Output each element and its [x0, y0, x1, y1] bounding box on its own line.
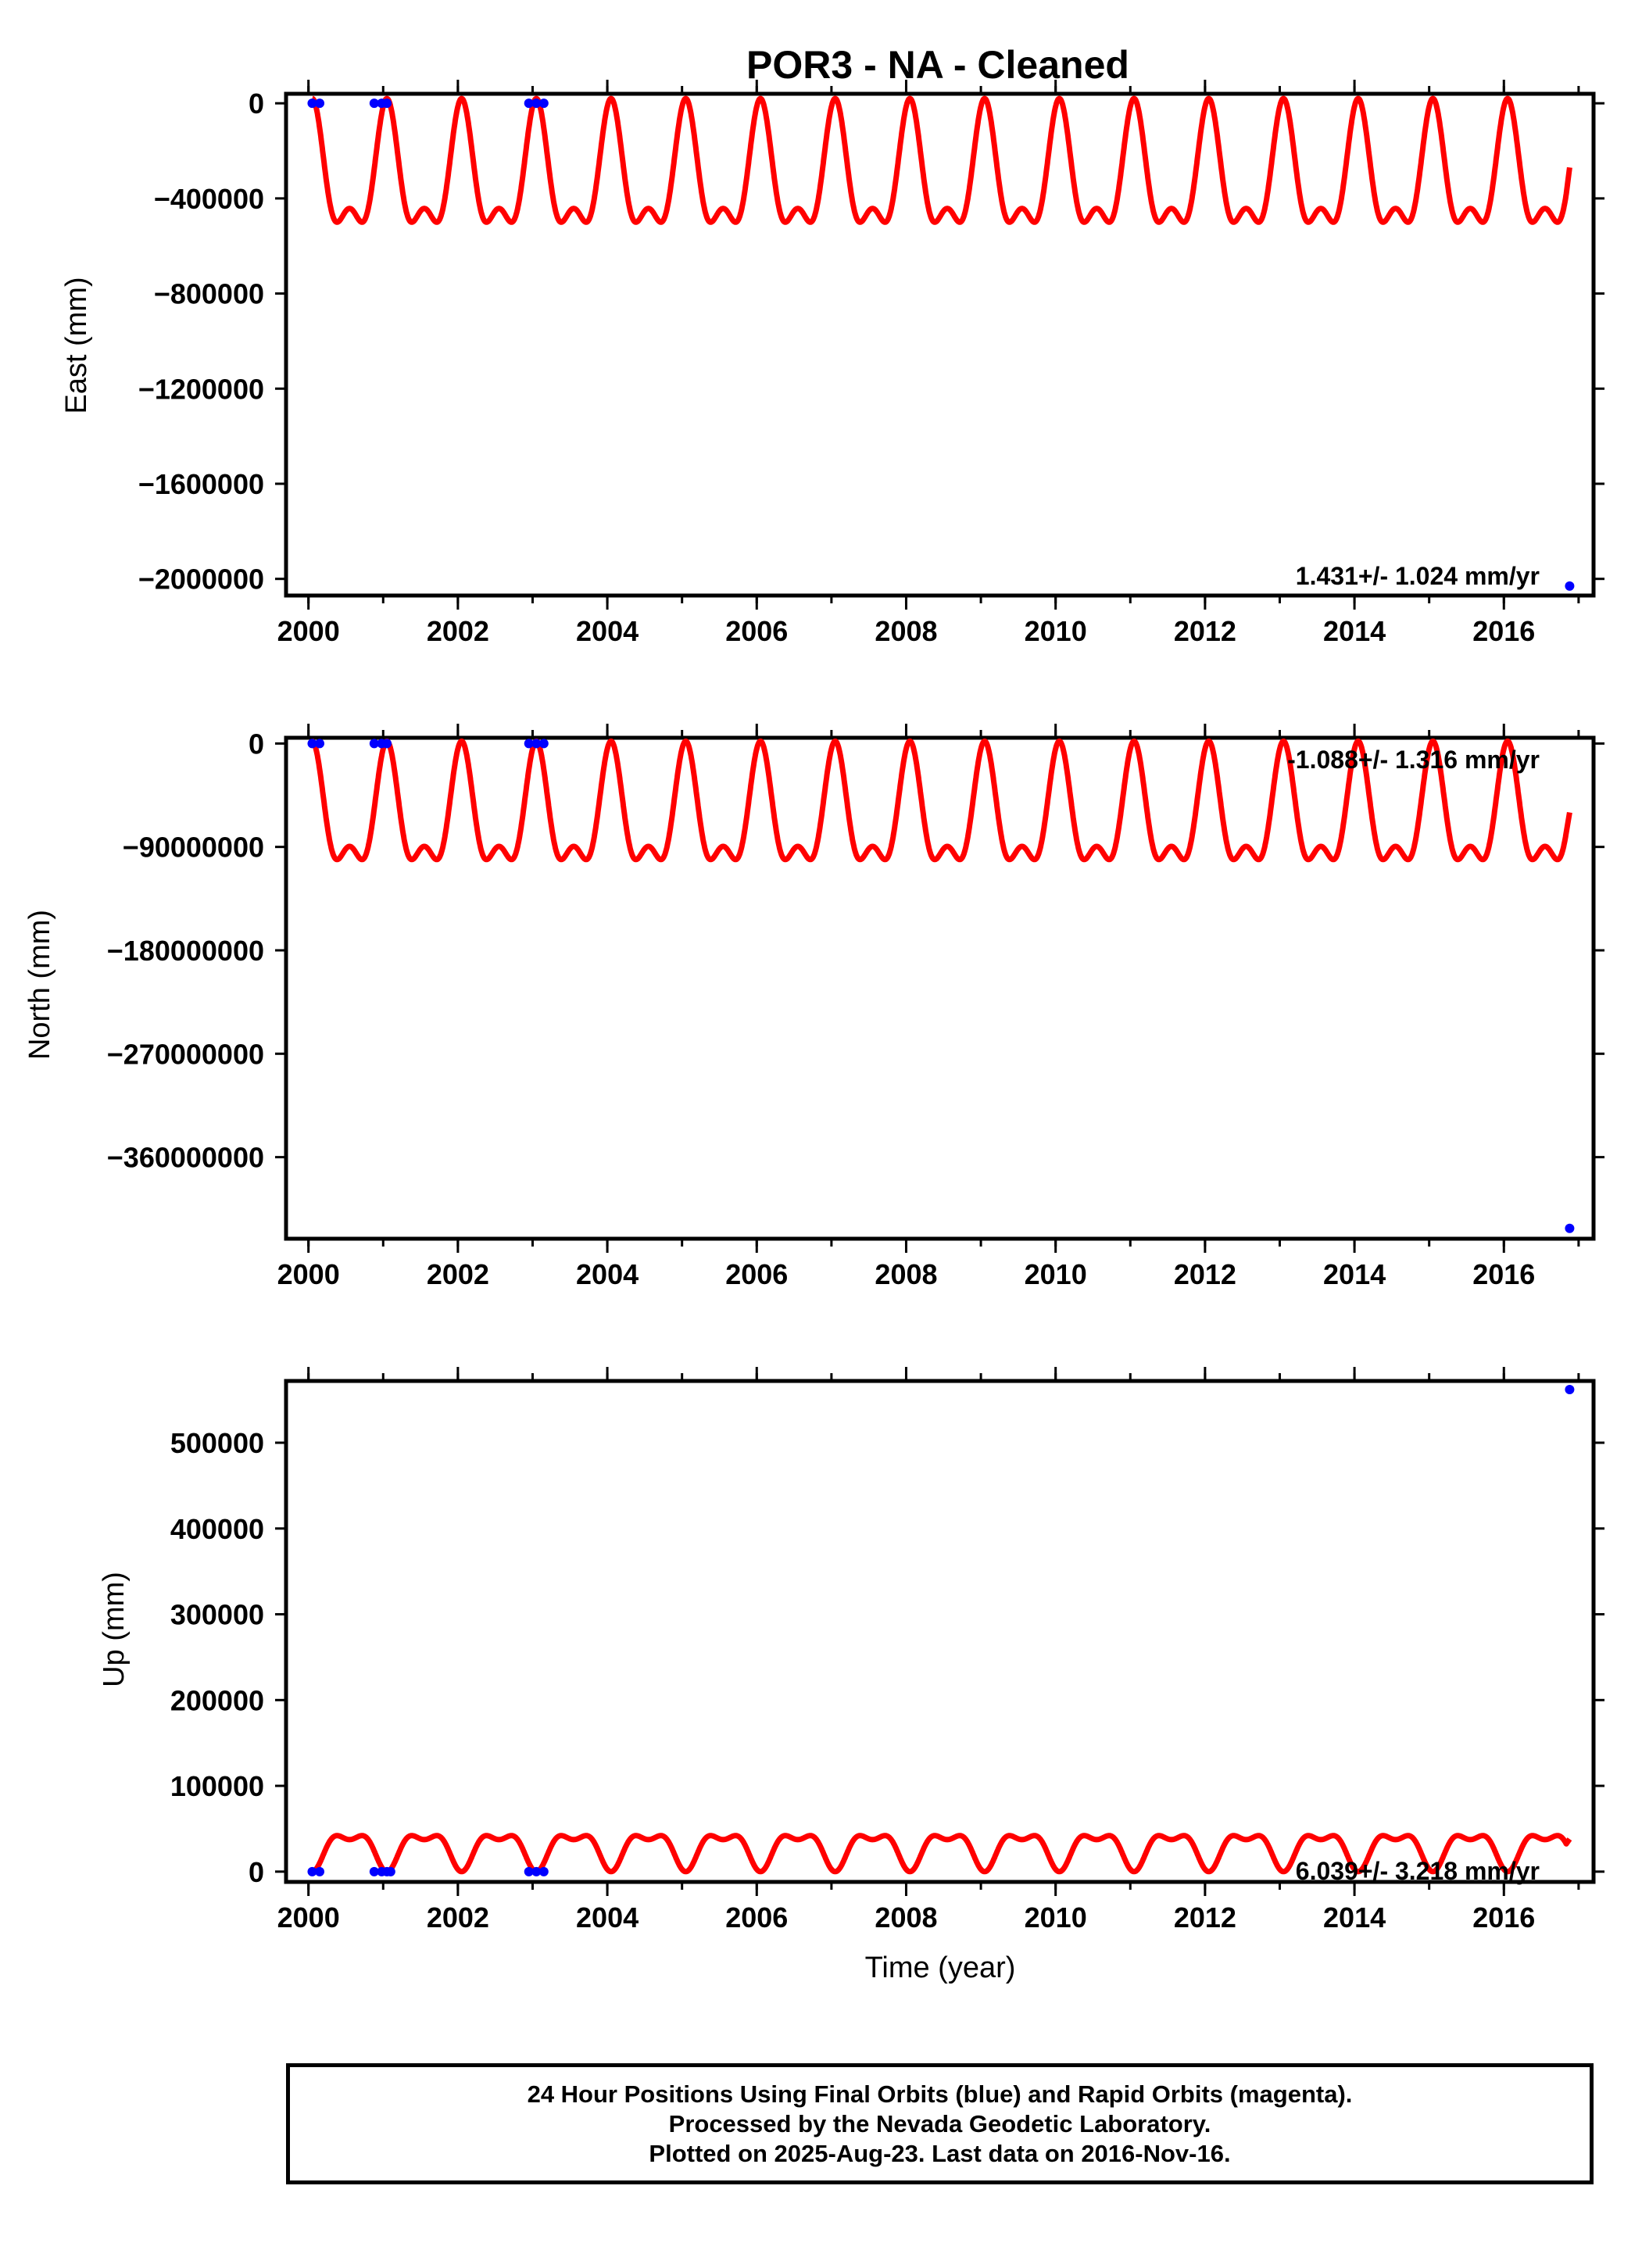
north-y-tick-label: 0: [249, 728, 264, 760]
up-data-point: [369, 1866, 379, 1876]
up-x-tick-label: 2006: [725, 1901, 788, 1934]
north-x-tick-label: 2014: [1323, 1258, 1386, 1290]
east-data-point: [531, 98, 542, 109]
footer-line-1: 24 Hour Positions Using Final Orbits (bl…: [527, 2080, 1353, 2108]
footer-line-3: Plotted on 2025-Aug-23. Last data on 201…: [649, 2139, 1231, 2167]
north-data-point: [1565, 1223, 1575, 1233]
chart-title: POR3 - NA - Cleaned: [746, 43, 1129, 87]
up-y-tick-label: 300000: [170, 1599, 264, 1631]
up-rate-label: 6.039+/- 3.218 mm/yr: [1296, 1857, 1540, 1885]
north-data-point: [538, 739, 549, 749]
east-panel: 2000 2002 2004 2006 2008 2010 2012 2014 2016 0 −40…: [60, 80, 1604, 647]
up-x-tick-label: 2014: [1323, 1901, 1386, 1934]
north-data-point: [382, 739, 392, 749]
east-x-tick-label: 2014: [1323, 615, 1386, 647]
north-rate-label: -1.088+/- 1.316 mm/yr: [1287, 746, 1540, 774]
north-data-point: [531, 739, 542, 749]
up-data-point: [315, 1866, 325, 1876]
up-data-point: [1565, 1384, 1575, 1394]
east-x-tick-label: 2016: [1472, 615, 1535, 647]
east-x-tick-label: 2002: [427, 615, 489, 647]
up-x-tick-label: 2012: [1174, 1901, 1236, 1934]
north-ylabel: North (mm): [23, 910, 56, 1060]
up-y-tick-label: 500000: [170, 1427, 264, 1459]
east-data-point: [538, 98, 549, 109]
east-x-tick-label: 2006: [725, 615, 788, 647]
up-x-tick-label: 2008: [875, 1901, 937, 1934]
north-data-point: [369, 739, 379, 749]
up-data-point: [531, 1866, 542, 1876]
up-frame: [284, 1379, 1596, 1884]
east-y-tick-label: 0: [249, 88, 264, 120]
east-x-tick-label: 2000: [277, 615, 340, 647]
footer-line-2: Processed by the Nevada Geodetic Laborat…: [668, 2109, 1211, 2137]
east-frame: [284, 91, 1596, 598]
east-data-point: [307, 98, 317, 109]
up-xlabel: Time (year): [865, 1951, 1016, 1984]
up-ylabel: Up (mm): [98, 1572, 131, 1687]
north-data-point: [524, 739, 534, 749]
up-x-tick-label: 2000: [277, 1901, 340, 1934]
up-y-tick-label: 100000: [170, 1770, 264, 1802]
east-y-tick-label: −800000: [154, 278, 264, 310]
footer-box: 24 Hour Positions Using Final Orbits (bl…: [286, 2063, 1594, 2184]
up-x-tick-label: 2002: [427, 1901, 489, 1934]
up-x-tick-label: 2016: [1472, 1901, 1535, 1934]
north-x-tick-label: 2010: [1025, 1258, 1087, 1290]
up-data-point: [307, 1866, 317, 1876]
east-x-tick-label: 2012: [1174, 615, 1236, 647]
east-ylabel: East (mm): [60, 277, 93, 413]
up-x-tick-label: 2010: [1025, 1901, 1087, 1934]
east-data-point: [524, 98, 534, 109]
up-x-tick-label: 2004: [576, 1901, 639, 1934]
east-y-tick-label: −2000000: [138, 563, 264, 596]
north-y-tick-label: −360000000: [107, 1142, 264, 1174]
north-y-tick-label: −90000000: [123, 832, 264, 864]
north-y-tick-label: −180000000: [107, 935, 264, 967]
north-x-tick-label: 2006: [725, 1258, 788, 1290]
east-rate-label: 1.431+/- 1.024 mm/yr: [1296, 562, 1540, 590]
north-model-curve: [309, 738, 1572, 863]
east-data-point: [1565, 581, 1575, 591]
up-data-point: [524, 1866, 534, 1876]
east-y-tick-label: −400000: [154, 183, 264, 215]
north-data-point: [307, 739, 317, 749]
east-data-point: [382, 98, 392, 109]
east-y-tick-label: −1200000: [138, 373, 264, 405]
east-model-curve: [309, 95, 1572, 225]
north-x-tick-label: 2004: [576, 1258, 639, 1290]
up-y-tick-label: 0: [249, 1856, 264, 1888]
north-data-point: [315, 739, 325, 749]
up-y-tick-label: 200000: [170, 1684, 264, 1716]
up-panel: 2000 2002 2004 2006 2008 2010 2012 2014 2016 0 100…: [98, 1367, 1604, 1984]
north-x-tick-label: 2012: [1174, 1258, 1236, 1290]
up-data-point: [385, 1866, 395, 1876]
east-x-tick-label: 2008: [875, 615, 937, 647]
north-frame: [284, 735, 1596, 1241]
east-data-point: [369, 98, 379, 109]
up-model-curve: [309, 1833, 1572, 1875]
north-panel: 2000 2002 2004 2006 2008 2010 2012 2014 2016 0 −90…: [23, 724, 1604, 1290]
up-y-tick-label: 400000: [170, 1513, 264, 1545]
east-x-tick-label: 2010: [1025, 615, 1087, 647]
north-x-tick-label: 2016: [1472, 1258, 1535, 1290]
north-x-tick-label: 2000: [277, 1258, 340, 1290]
east-y-tick-label: −1600000: [138, 468, 264, 500]
east-data-point: [315, 98, 325, 109]
up-data-point: [538, 1866, 549, 1876]
north-x-tick-label: 2002: [427, 1258, 489, 1290]
north-x-tick-label: 2008: [875, 1258, 937, 1290]
north-y-tick-label: −270000000: [107, 1038, 264, 1070]
east-x-tick-label: 2004: [576, 615, 639, 647]
